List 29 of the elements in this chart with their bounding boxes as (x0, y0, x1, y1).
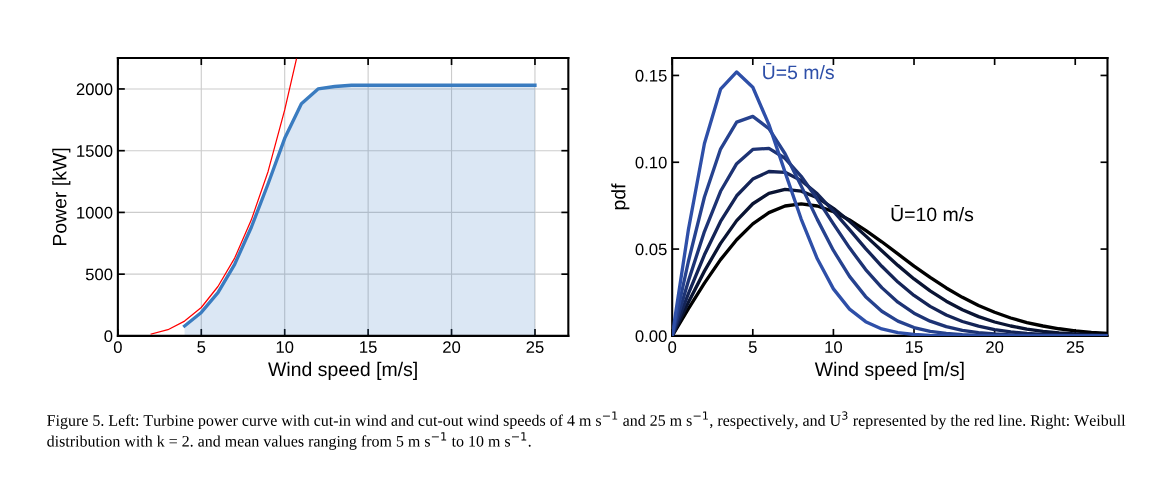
x-tick-label: 20 (986, 341, 1004, 353)
y-tick-label: 1000 (77, 206, 113, 219)
y-tick-label: 2000 (76, 83, 113, 96)
x-tick-label: 25 (526, 341, 544, 353)
x-tick-label: 5 (748, 341, 757, 353)
text: Figure 5. Left: Turbine power curve with cut-in wind and cut-out wind speeds of 4 m s$^{−1}$ and 25 m s$^{−1}$, respectively, and U$^{3}$ represented by the red line. Right: Weibull distribution with k = 2. and mean values ranging from 5 m s$^{−1}$ to 10 m s$^{−1}$. (47, 411, 1126, 450)
x-tick-label: 15 (360, 341, 377, 353)
x-axis-title: Wind speed [m/s] (814, 361, 964, 380)
x-tick-label: 20 (443, 341, 461, 353)
x-axis-title: Wind speed [m/s] (268, 361, 417, 380)
x-tick-label: 0 (113, 341, 122, 353)
y-tick-label: 0.05 (635, 243, 667, 256)
x-tick-label: 10 (276, 341, 294, 353)
y-tick-label: 500 (85, 268, 113, 281)
annotation: Ū=5 m/s (763, 63, 834, 80)
x-tick-label: 25 (1066, 341, 1084, 353)
annotation: Ū=10 m/s (891, 205, 974, 222)
y-tick-label: 0 (104, 330, 113, 343)
y-tick-label: 0.00 (635, 330, 667, 343)
y-axis-title: pdf (611, 183, 630, 210)
x-tick-label: 0 (668, 341, 677, 353)
x-tick-label: 5 (197, 341, 206, 353)
y-axis-title: Power [kW] (52, 148, 71, 246)
x-tick-label: 15 (906, 341, 923, 353)
y-tick-label: 1500 (77, 145, 113, 157)
x-tick-label: 10 (825, 341, 843, 353)
line-series (150, 58, 298, 335)
y-tick-label: 0.15 (635, 69, 667, 82)
y-tick-label: 0.10 (635, 156, 667, 169)
